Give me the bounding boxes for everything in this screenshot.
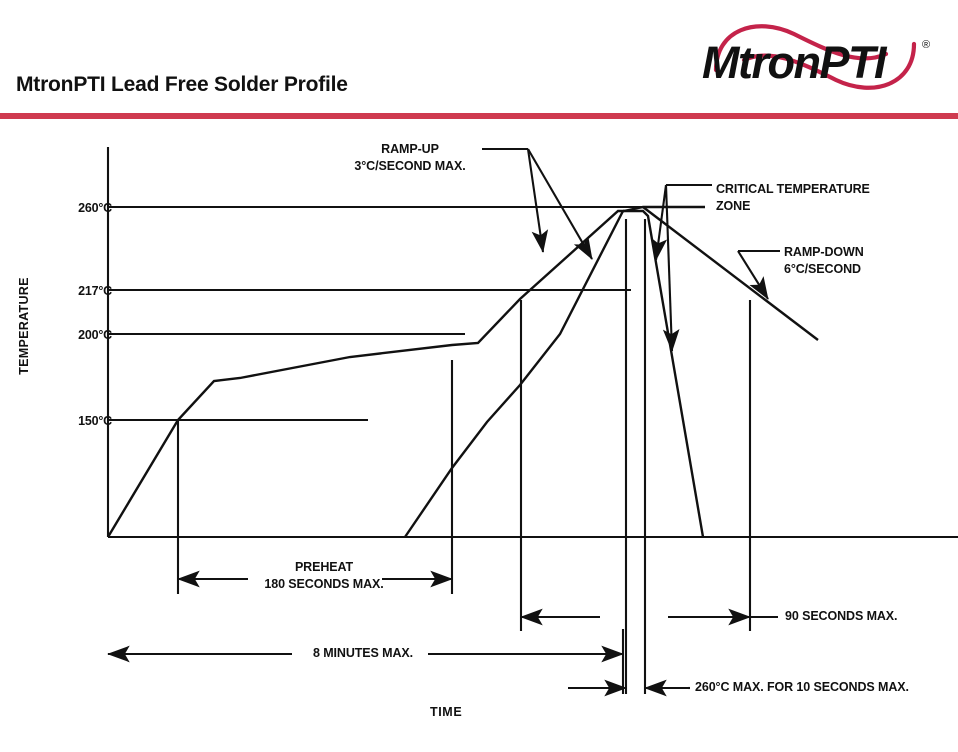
- header-rule: [0, 113, 958, 119]
- dim-label-8-minutes: 8 MINUTES MAX.: [282, 645, 444, 662]
- leader-ramp-down-arrow: [737, 250, 769, 300]
- callout-ramp-up-line2: 3°C/SECOND MAX.: [354, 159, 466, 173]
- leader-ramp-up-arrow-2: [527, 148, 593, 260]
- mtronpti-logo: MtronPTI ®: [690, 14, 940, 102]
- chart-linework: [106, 147, 958, 697]
- logo-registered-mark: ®: [922, 39, 930, 51]
- dim-label-preheat: PREHEAT 180 SECONDS MAX.: [232, 559, 416, 593]
- curve-upper-ramp-down: [642, 206, 819, 341]
- leader-critical-zone-arrow-1: [650, 184, 668, 261]
- curve-lower-profile-rise: [404, 210, 625, 538]
- curve-lower-profile-fall: [623, 209, 705, 538]
- curve-upper-profile: [106, 209, 624, 538]
- leader-ramp-up-arrow-1: [526, 148, 549, 253]
- callout-critical-zone-line2: ZONE: [716, 199, 751, 213]
- callout-ramp-down: RAMP-DOWN 6°C/SECOND: [784, 244, 864, 278]
- y-tick-217: 217°C: [78, 284, 112, 298]
- callout-ramp-down-line1: RAMP-DOWN: [784, 245, 864, 259]
- y-tick-260: 260°C: [78, 201, 112, 215]
- callout-ramp-down-line2: 6°C/SECOND: [784, 262, 861, 276]
- callout-ramp-up: RAMP-UP 3°C/SECOND MAX.: [335, 141, 485, 175]
- dim-label-preheat-line1: PREHEAT: [294, 560, 354, 574]
- callout-critical-zone-line1: CRITICAL TEMPERATURE: [716, 182, 870, 196]
- x-axis-title: TIME: [430, 705, 463, 719]
- page-title: MtronPTI Lead Free Solder Profile: [16, 73, 348, 96]
- callout-critical-zone: CRITICAL TEMPERATURE ZONE: [716, 181, 870, 215]
- logo-wordmark: MtronPTI: [702, 37, 888, 88]
- page-header: MtronPTI Lead Free Solder Profile MtronP…: [0, 0, 958, 120]
- y-tick-150: 150°C: [78, 414, 112, 428]
- dim-label-peak-dwell: 260°C MAX. FOR 10 SECONDS MAX.: [692, 679, 912, 696]
- dim-label-90-seconds: 90 SECONDS MAX.: [782, 608, 901, 625]
- logo-swoosh-icon: [713, 24, 917, 90]
- callout-ramp-up-line1: RAMP-UP: [381, 142, 439, 156]
- leader-critical-zone-arrow-2: [662, 184, 680, 352]
- solder-profile-chart: TEMPERATURE TIME 260°C 217°C 200°C 150°C…: [0, 119, 958, 752]
- y-tick-200: 200°C: [78, 328, 112, 342]
- dim-label-preheat-line2: 180 SECONDS MAX.: [264, 577, 384, 591]
